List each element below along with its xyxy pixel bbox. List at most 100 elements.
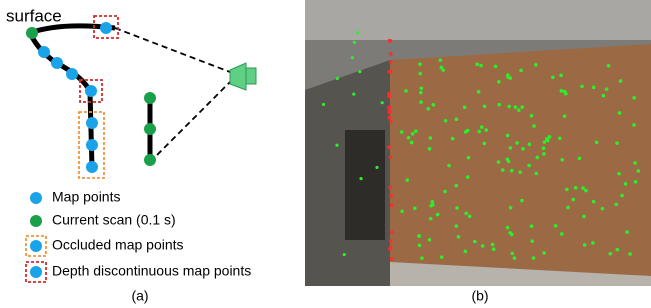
point [419,72,423,76]
point [388,110,392,114]
point [420,87,424,91]
point [358,70,361,73]
point [343,253,346,256]
point [614,203,618,207]
point [100,22,112,34]
point [527,164,531,168]
point [390,231,394,235]
point [390,257,394,261]
point [511,252,515,256]
point [455,117,459,121]
point [617,172,621,176]
point [404,89,408,93]
point [475,63,479,67]
legend-marker [30,266,42,278]
caption: (a) [131,288,148,304]
point [431,200,435,204]
point [356,31,359,34]
point [455,206,459,210]
point [390,203,394,207]
point [571,198,575,202]
point [389,120,393,124]
point [566,206,570,210]
point [455,184,459,188]
point [615,141,619,145]
point [447,164,451,168]
point [492,247,496,251]
point [381,101,384,104]
point [497,80,501,84]
point [457,235,461,239]
point [542,152,546,156]
point [494,65,498,69]
point [501,168,505,172]
point [66,68,78,80]
point [428,238,432,242]
point [411,132,415,136]
point [389,52,393,56]
point [431,203,435,207]
point [419,100,423,104]
figure: surface Map points Current scan (0.1 s) … [0,0,651,308]
point [507,105,511,109]
point [619,79,623,83]
point [514,105,518,109]
point [417,234,421,238]
point [389,60,393,64]
point [618,111,622,115]
point [497,160,501,164]
point [473,240,477,244]
point [86,139,98,151]
ray [115,28,230,72]
point [625,230,629,234]
point [405,178,409,182]
point [528,143,532,147]
point [455,224,459,228]
ray [150,82,230,162]
point [477,130,481,134]
point [517,108,521,112]
point [513,256,517,260]
point [520,199,524,203]
point [86,117,98,129]
point [564,92,568,96]
point [574,186,578,190]
point [389,155,393,159]
point [506,75,510,79]
panel-b: (b) [305,0,651,304]
point [591,241,595,245]
point [518,170,522,174]
point [484,128,488,132]
point [85,85,97,97]
point [387,95,391,99]
point [595,141,599,145]
surface-label: surface [6,6,62,25]
point [353,41,356,44]
point [592,200,596,204]
point [483,142,487,146]
point [419,91,423,95]
point [584,189,588,193]
point [483,105,487,109]
point [400,130,404,134]
point [559,74,563,78]
point [602,94,606,98]
doorway [345,130,385,240]
point [420,256,424,260]
legend-marker [30,240,42,252]
point [144,154,156,166]
legend-label: Current scan (0.1 s) [52,212,176,228]
point [520,105,524,109]
point [506,226,510,230]
point [609,252,613,256]
point [429,136,433,140]
point [144,123,156,135]
point [560,232,564,236]
point [578,157,582,161]
point [509,146,513,150]
point [632,123,636,127]
point [634,180,638,184]
point [375,166,378,169]
point [605,87,609,91]
point [426,107,430,111]
